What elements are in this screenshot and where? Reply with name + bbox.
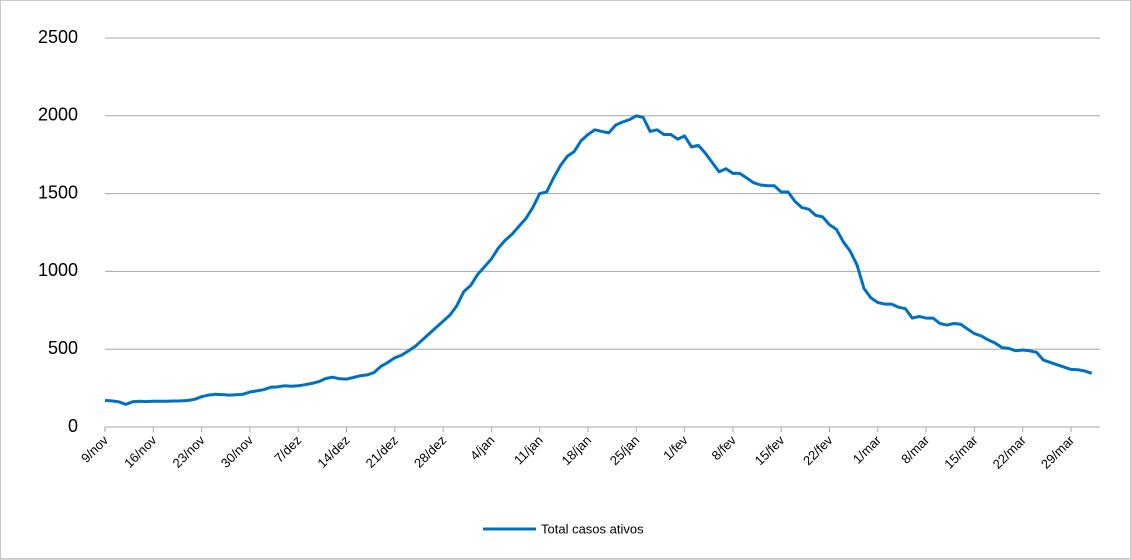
y-tick-label: 1500 bbox=[38, 182, 78, 202]
y-tick-label: 2000 bbox=[38, 105, 78, 125]
y-tick-label: 2500 bbox=[38, 27, 78, 47]
legend-label: Total casos ativos bbox=[541, 521, 644, 536]
y-tick-label: 0 bbox=[68, 416, 78, 436]
y-tick-label: 500 bbox=[48, 338, 78, 358]
y-tick-label: 1000 bbox=[38, 260, 78, 280]
data-line bbox=[104, 114, 1093, 406]
